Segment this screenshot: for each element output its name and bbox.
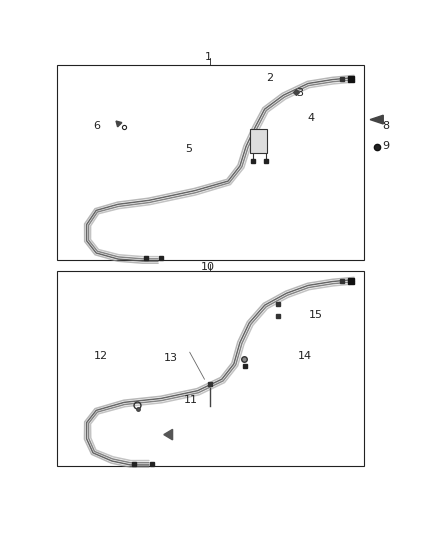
Polygon shape xyxy=(164,430,173,440)
Text: 11: 11 xyxy=(184,395,198,405)
Bar xyxy=(250,129,267,153)
Text: 1: 1 xyxy=(205,52,212,62)
Polygon shape xyxy=(370,115,383,124)
Text: 15: 15 xyxy=(308,310,322,320)
Bar xyxy=(57,65,364,260)
Text: 8: 8 xyxy=(382,122,389,131)
Text: 6: 6 xyxy=(93,122,100,131)
Text: 4: 4 xyxy=(307,114,314,124)
Text: 12: 12 xyxy=(94,351,108,361)
Bar xyxy=(57,271,364,466)
Text: 14: 14 xyxy=(297,351,311,361)
Text: 2: 2 xyxy=(266,73,273,83)
Text: 10: 10 xyxy=(201,262,215,272)
Text: 9: 9 xyxy=(382,141,389,151)
Text: 3: 3 xyxy=(297,87,304,98)
Text: 13: 13 xyxy=(164,353,178,364)
Text: 5: 5 xyxy=(185,144,192,154)
